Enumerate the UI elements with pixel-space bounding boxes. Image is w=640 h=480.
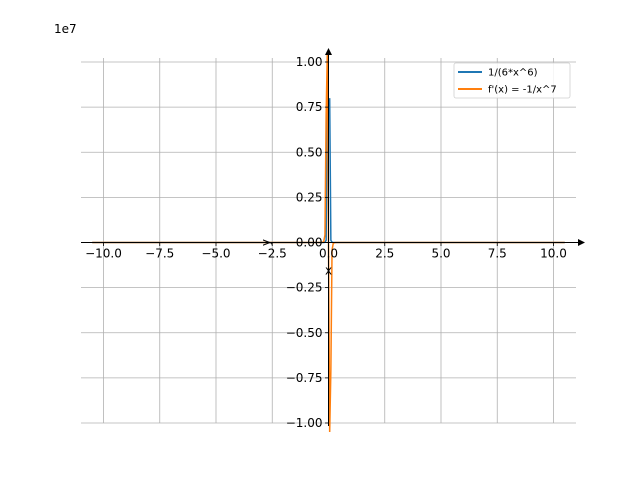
legend-label-2: f'(x) = -1/x^7 — [488, 85, 557, 96]
legend: 1/(6*x^6) f'(x) = -1/x^7 — [453, 62, 571, 99]
x-tick-label: 5.0 — [431, 247, 450, 261]
legend-box — [453, 62, 571, 99]
x-tick-label: 2.5 — [375, 247, 394, 261]
y-tick-label: 1.00 — [296, 55, 323, 69]
y-axis-arrow — [325, 48, 332, 55]
x-axis-label: x — [325, 264, 332, 278]
x-tick-label: −2.5 — [258, 247, 287, 261]
y-tick-label: −0.75 — [286, 371, 323, 385]
y-tick-label: 0.50 — [296, 145, 323, 159]
x-tick-label: −10.0 — [85, 247, 122, 261]
y-axis-label: y — [259, 239, 273, 246]
legend-label-1: 1/(6*x^6) — [488, 68, 538, 79]
axes — [81, 48, 585, 426]
x-tick-label: 0.0 — [319, 247, 338, 261]
y-tick-label: −0.50 — [286, 326, 323, 340]
tick-labels: −10.0 −7.5 −5.0 −2.5 0.0 2.5 5.0 7.5 10.0 −1.00 −0… — [85, 55, 567, 430]
x-tick-label: −5.0 — [201, 247, 230, 261]
y-tick-label: 0.00 — [296, 236, 323, 250]
y-tick-label: −1.00 — [286, 416, 323, 430]
x-tick-label: 7.5 — [488, 247, 507, 261]
y-tick-label: −0.25 — [286, 281, 323, 295]
x-tick-label: −7.5 — [145, 247, 174, 261]
y-tick-label: 0.75 — [296, 100, 323, 114]
y-offset-label: 1e7 — [54, 22, 77, 36]
y-tick-label: 0.25 — [296, 190, 323, 204]
x-axis-arrow — [578, 239, 585, 246]
x-tick-label: 10.0 — [540, 247, 567, 261]
